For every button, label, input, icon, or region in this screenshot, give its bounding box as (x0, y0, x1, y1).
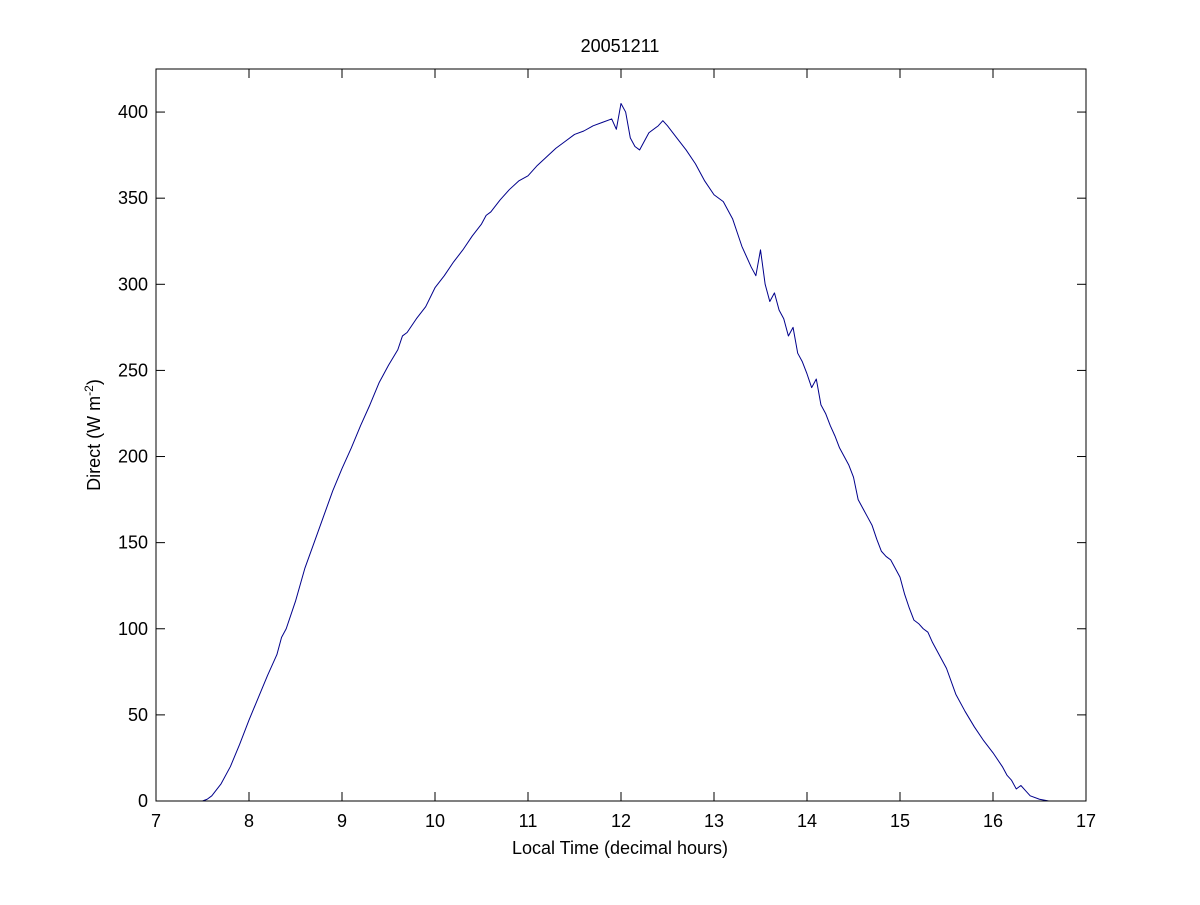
plot-area (202, 102, 1059, 802)
y-tick-label: 400 (118, 102, 148, 122)
x-tick-label: 7 (151, 811, 161, 831)
x-tick-label: 9 (337, 811, 347, 831)
x-tick-label: 10 (425, 811, 445, 831)
axes-box (155, 68, 1087, 802)
x-tick-label: 17 (1076, 811, 1096, 831)
y-tick-label: 250 (118, 360, 148, 380)
x-tick-label: 14 (797, 811, 817, 831)
y-axis-label-prefix: Direct (W m (84, 396, 104, 491)
series-line-0 (202, 102, 1059, 802)
y-tick-label: 300 (118, 274, 148, 294)
x-axis-label: Local Time (decimal hours) (512, 838, 728, 858)
x-tick-label: 8 (244, 811, 254, 831)
y-tick-label: 100 (118, 619, 148, 639)
y-tick-label: 50 (128, 705, 148, 725)
tick-labels: 7 8 9 10 11 12 13 14 15 16 17 0 50 100 150 200 250 300 350… (118, 102, 1096, 831)
y-tick-label: 350 (118, 188, 148, 208)
x-tick-label: 15 (890, 811, 910, 831)
y-axis-label-suffix: ) (84, 379, 104, 385)
x-tick-label: 13 (704, 811, 724, 831)
y-axis-label: Direct (W m-2) (82, 379, 104, 491)
x-tick-label: 12 (611, 811, 631, 831)
y-tick-label: 0 (138, 791, 148, 811)
y-axis-label-superscript: -2 (82, 385, 96, 396)
y-tick-label: 200 (118, 447, 148, 467)
chart-title: 20051211 (581, 36, 660, 56)
x-tick-label: 16 (983, 811, 1003, 831)
x-tick-label: 11 (519, 811, 538, 831)
y-tick-label: 150 (118, 533, 148, 553)
